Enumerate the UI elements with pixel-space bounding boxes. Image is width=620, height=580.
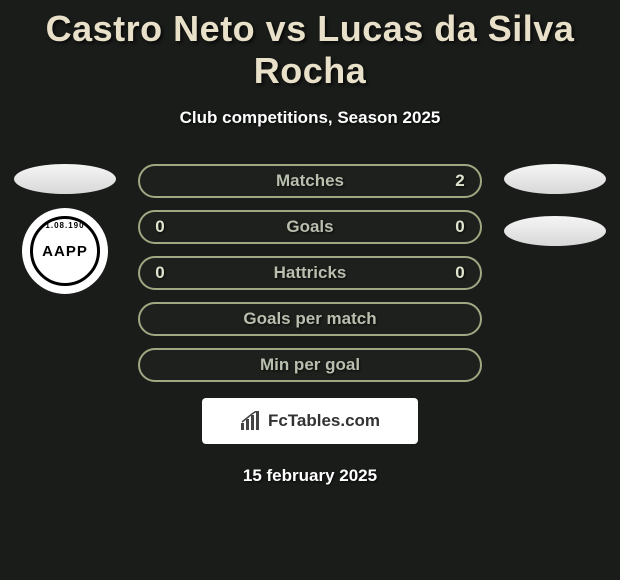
stat-value-right: 0 <box>440 263 480 283</box>
stat-label: Goals <box>180 217 440 237</box>
club-badge-arc-text: 1.08.190 <box>45 221 84 230</box>
player-photo-placeholder-left <box>14 164 116 194</box>
brand-box: FcTables.com <box>202 398 418 444</box>
stats-column: Matches 2 0 Goals 0 0 Hattricks 0 Goals … <box>138 164 482 382</box>
stat-row-hattricks: 0 Hattricks 0 <box>138 256 482 290</box>
stat-row-min-per-goal: Min per goal <box>138 348 482 382</box>
date-line: 15 february 2025 <box>0 466 620 486</box>
stat-value-right: 2 <box>440 171 480 191</box>
brand-text: FcTables.com <box>268 411 380 431</box>
player-photo-placeholder-right-1 <box>504 164 606 194</box>
stat-label: Hattricks <box>180 263 440 283</box>
player-photo-placeholder-right-2 <box>504 216 606 246</box>
stat-label: Goals per match <box>180 309 440 329</box>
stat-label: Matches <box>180 171 440 191</box>
page-title: Castro Neto vs Lucas da Silva Rocha <box>0 0 620 92</box>
stat-value-right: 0 <box>440 217 480 237</box>
stat-row-goals-per-match: Goals per match <box>138 302 482 336</box>
left-side-column: 1.08.190 AAPP <box>10 164 120 294</box>
right-side-column <box>500 164 610 246</box>
content-row: 1.08.190 AAPP Matches 2 0 Goals 0 0 Hatt… <box>0 164 620 382</box>
club-badge-left: 1.08.190 AAPP <box>22 208 108 294</box>
stat-row-matches: Matches 2 <box>138 164 482 198</box>
stat-value-left: 0 <box>140 217 180 237</box>
club-badge-label: AAPP <box>42 243 88 260</box>
stat-row-goals: 0 Goals 0 <box>138 210 482 244</box>
stat-value-left: 0 <box>140 263 180 283</box>
subtitle: Club competitions, Season 2025 <box>0 108 620 128</box>
bar-chart-icon <box>240 411 262 431</box>
stat-label: Min per goal <box>180 355 440 375</box>
